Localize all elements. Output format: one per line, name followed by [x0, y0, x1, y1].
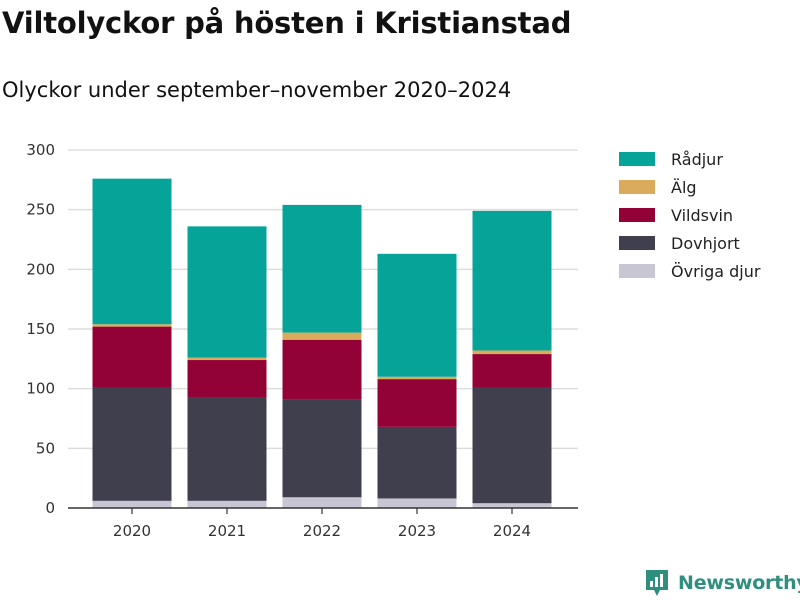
axes: 0 50 100 150 200 250 300 2020 2021 2022 2023 2024	[26, 141, 578, 540]
legend-label: Övriga djur	[671, 262, 761, 281]
bar-segment	[282, 399, 362, 498]
bar-segment	[472, 387, 552, 504]
legend-label: Dovhjort	[671, 234, 740, 253]
bar-segment	[92, 387, 172, 501]
legend-label: Rådjur	[671, 150, 723, 169]
bar-segment	[187, 226, 267, 358]
bar-segment	[282, 497, 362, 508]
newsworthy-logo-icon	[646, 570, 668, 596]
y-tick-label: 300	[26, 141, 55, 159]
x-tick-label: 2021	[208, 522, 246, 540]
legend-swatch	[619, 152, 655, 166]
brand-logo: Newsworthy	[644, 568, 800, 598]
y-tick-label: 100	[26, 380, 55, 398]
bar-segment	[92, 324, 172, 327]
legend-label: Vildsvin	[671, 206, 733, 225]
y-tick-label: 200	[26, 260, 55, 278]
bars	[92, 178, 552, 508]
bar-segment	[187, 500, 267, 508]
bar-segment	[472, 503, 552, 508]
chart-subtitle: Olyckor under september–november 2020–20…	[2, 78, 512, 102]
legend: Rådjur Älg Vildsvin Dovhjort Övriga djur	[619, 150, 761, 281]
legend-label: Älg	[671, 178, 697, 197]
bar-segment	[472, 210, 552, 351]
y-tick-label: 150	[26, 320, 55, 338]
bar-segment	[282, 339, 362, 400]
bar-segment	[377, 426, 457, 499]
bar-segment	[377, 253, 457, 377]
y-tick-label: 250	[26, 201, 55, 219]
bar-segment	[92, 178, 172, 325]
x-tick-label: 2022	[303, 522, 341, 540]
bar-segment	[282, 204, 362, 333]
bar-segment	[377, 498, 457, 508]
legend-swatch	[619, 208, 655, 222]
legend-swatch	[619, 264, 655, 278]
bar-segment	[377, 376, 457, 380]
chart-title: Viltolyckor på hösten i Kristianstad	[2, 6, 572, 40]
y-tick-label: 0	[45, 499, 55, 517]
bar-segment	[92, 500, 172, 508]
bar-segment	[282, 332, 362, 340]
brand-name: Newsworthy	[678, 572, 800, 594]
bar-segment	[92, 326, 172, 388]
bar-segment	[187, 360, 267, 398]
legend-swatch	[619, 236, 655, 250]
x-tick-label: 2024	[493, 522, 531, 540]
bar-segment	[472, 354, 552, 388]
bar-segment	[377, 379, 457, 427]
y-tick-label: 50	[36, 439, 55, 457]
legend-swatch	[619, 180, 655, 194]
x-tick-label: 2023	[398, 522, 436, 540]
bar-segment	[187, 397, 267, 501]
bar-segment	[472, 350, 552, 355]
bar-segment	[187, 357, 267, 361]
x-tick-label: 2020	[113, 522, 151, 540]
